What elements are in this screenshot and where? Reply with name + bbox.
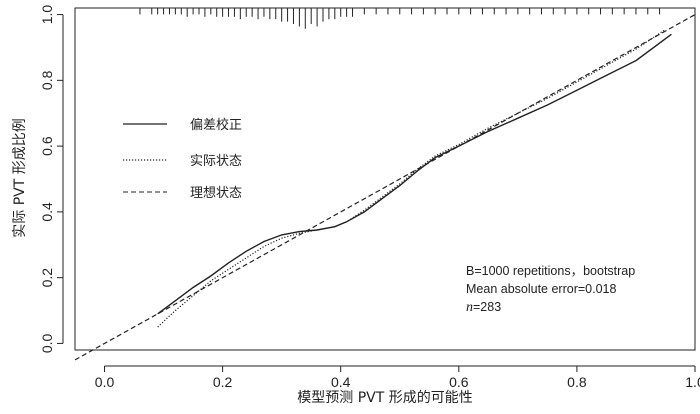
- rug-plot: [139, 8, 661, 29]
- x-tick-label: 0.6: [449, 374, 469, 390]
- series-layer: [74, 14, 696, 361]
- series-apparent-line: [157, 28, 666, 328]
- annotation-block: B=1000 repetitions，bootstrap Mean absolu…: [466, 264, 635, 315]
- x-tick-label: 0.2: [213, 374, 233, 390]
- x-tick-label: 0.0: [95, 374, 115, 390]
- x-tick-label: 0.8: [567, 374, 587, 390]
- y-tick-label: 0.2: [39, 268, 55, 288]
- y-tick-label: 1.0: [39, 5, 55, 25]
- legend-label-bias-corrected: 偏差校正: [190, 117, 242, 133]
- y-tick-label: 0.4: [39, 202, 55, 222]
- annotation-bootstrap: B=1000 repetitions，bootstrap: [466, 264, 635, 278]
- y-tick-label: 0.6: [39, 136, 55, 156]
- plot-frame: [74, 7, 696, 351]
- x-axis: 0.0 0.2 0.4 0.6 0.8 1.0: [95, 365, 700, 390]
- legend: 偏差校正 实际状态 理想状态: [123, 117, 242, 201]
- legend-label-ideal: 理想状态: [190, 185, 242, 201]
- y-axis: 0.0 0.2 0.4 0.6 0.8 1.0: [39, 5, 64, 353]
- x-tick-label: 0.4: [331, 374, 351, 390]
- annotation-n-value: =283: [473, 300, 501, 314]
- legend-label-apparent: 实际状态: [190, 154, 242, 169]
- y-tick-label: 0.0: [39, 333, 55, 353]
- series-ideal-line: [74, 14, 696, 361]
- x-tick-label: 1.0: [685, 374, 700, 390]
- x-axis-title: 模型预测 PVT 形成的可能性: [297, 390, 472, 406]
- y-axis-title: 实际 PVT 形成比例: [12, 118, 28, 237]
- annotation-sample-size: n=283: [466, 300, 501, 315]
- series-bias-corrected-line: [157, 33, 672, 315]
- annotation-mae: Mean absolute error=0.018: [466, 282, 616, 296]
- y-tick-label: 0.8: [39, 70, 55, 90]
- annotation-n-symbol: n: [466, 300, 473, 315]
